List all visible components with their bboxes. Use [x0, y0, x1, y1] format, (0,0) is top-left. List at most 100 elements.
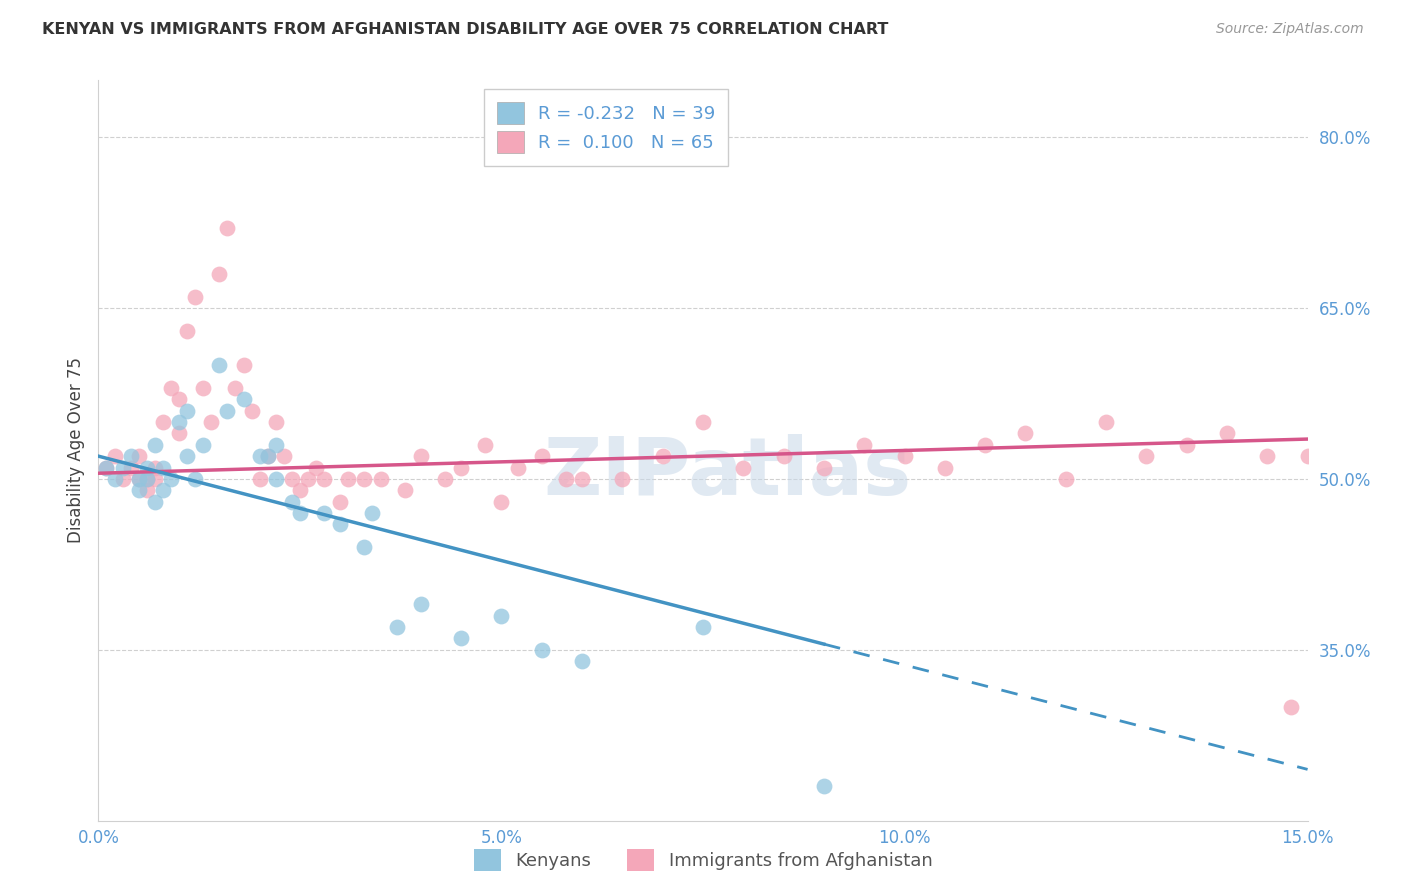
- Point: [193, 381, 215, 395]
- Point: [434, 472, 457, 486]
- Point: [224, 381, 246, 395]
- Point: [200, 415, 222, 429]
- Point: [934, 460, 956, 475]
- Text: KENYAN VS IMMIGRANTS FROM AFGHANISTAN DISABILITY AGE OVER 75 CORRELATION CHART: KENYAN VS IMMIGRANTS FROM AFGHANISTAN DI…: [42, 22, 889, 37]
- Point: [314, 472, 336, 486]
- Point: [217, 221, 239, 235]
- Point: [152, 415, 174, 429]
- Point: [491, 608, 513, 623]
- Point: [111, 472, 134, 486]
- Point: [176, 324, 198, 338]
- Point: [893, 449, 915, 463]
- Point: [1281, 699, 1303, 714]
- Point: [571, 472, 593, 486]
- Point: [152, 460, 174, 475]
- Text: Source: ZipAtlas.com: Source: ZipAtlas.com: [1216, 22, 1364, 37]
- Point: [128, 472, 150, 486]
- Point: [128, 483, 150, 498]
- Point: [474, 438, 496, 452]
- Point: [208, 358, 231, 372]
- Point: [232, 358, 254, 372]
- Point: [249, 449, 271, 463]
- Point: [571, 654, 593, 668]
- Point: [612, 472, 634, 486]
- Point: [111, 460, 134, 475]
- Point: [273, 449, 295, 463]
- Point: [128, 472, 150, 486]
- Point: [232, 392, 254, 407]
- Point: [143, 438, 166, 452]
- Point: [1296, 449, 1319, 463]
- Point: [506, 460, 529, 475]
- Point: [264, 438, 287, 452]
- Point: [120, 460, 142, 475]
- Point: [530, 449, 553, 463]
- Point: [135, 472, 157, 486]
- Point: [96, 460, 118, 475]
- Point: [176, 403, 198, 417]
- Point: [264, 415, 287, 429]
- Point: [353, 472, 375, 486]
- Point: [450, 460, 472, 475]
- Point: [167, 392, 190, 407]
- Point: [772, 449, 794, 463]
- Point: [143, 472, 166, 486]
- Point: [240, 403, 263, 417]
- Point: [103, 449, 125, 463]
- Point: [256, 449, 278, 463]
- Point: [1175, 438, 1198, 452]
- Point: [208, 267, 231, 281]
- Point: [491, 494, 513, 508]
- Point: [160, 381, 183, 395]
- Point: [288, 506, 311, 520]
- Point: [1216, 426, 1239, 441]
- Y-axis label: Disability Age Over 75: Disability Age Over 75: [66, 358, 84, 543]
- Point: [1054, 472, 1077, 486]
- Text: ZIPatlas: ZIPatlas: [543, 434, 911, 512]
- Point: [167, 415, 190, 429]
- Point: [152, 483, 174, 498]
- Point: [1256, 449, 1278, 463]
- Point: [143, 494, 166, 508]
- Point: [135, 483, 157, 498]
- Point: [135, 460, 157, 475]
- Point: [692, 415, 714, 429]
- Point: [143, 460, 166, 475]
- Point: [96, 460, 118, 475]
- Point: [305, 460, 328, 475]
- Point: [813, 460, 835, 475]
- Point: [1135, 449, 1157, 463]
- Point: [314, 506, 336, 520]
- Point: [184, 290, 207, 304]
- Point: [555, 472, 578, 486]
- Point: [329, 517, 352, 532]
- Point: [450, 632, 472, 646]
- Legend: Kenyans, Immigrants from Afghanistan: Kenyans, Immigrants from Afghanistan: [467, 842, 939, 879]
- Point: [249, 472, 271, 486]
- Point: [974, 438, 997, 452]
- Point: [530, 642, 553, 657]
- Point: [256, 449, 278, 463]
- Point: [733, 460, 755, 475]
- Point: [385, 620, 408, 634]
- Point: [409, 449, 432, 463]
- Point: [281, 494, 304, 508]
- Legend: R = -0.232   N = 39, R =  0.100   N = 65: R = -0.232 N = 39, R = 0.100 N = 65: [484, 89, 728, 166]
- Point: [337, 472, 360, 486]
- Point: [176, 449, 198, 463]
- Point: [409, 597, 432, 611]
- Point: [1095, 415, 1118, 429]
- Point: [160, 472, 183, 486]
- Point: [853, 438, 876, 452]
- Point: [813, 780, 835, 794]
- Point: [297, 472, 319, 486]
- Point: [281, 472, 304, 486]
- Point: [394, 483, 416, 498]
- Point: [692, 620, 714, 634]
- Point: [193, 438, 215, 452]
- Point: [120, 449, 142, 463]
- Point: [103, 472, 125, 486]
- Point: [361, 506, 384, 520]
- Point: [1014, 426, 1036, 441]
- Point: [167, 426, 190, 441]
